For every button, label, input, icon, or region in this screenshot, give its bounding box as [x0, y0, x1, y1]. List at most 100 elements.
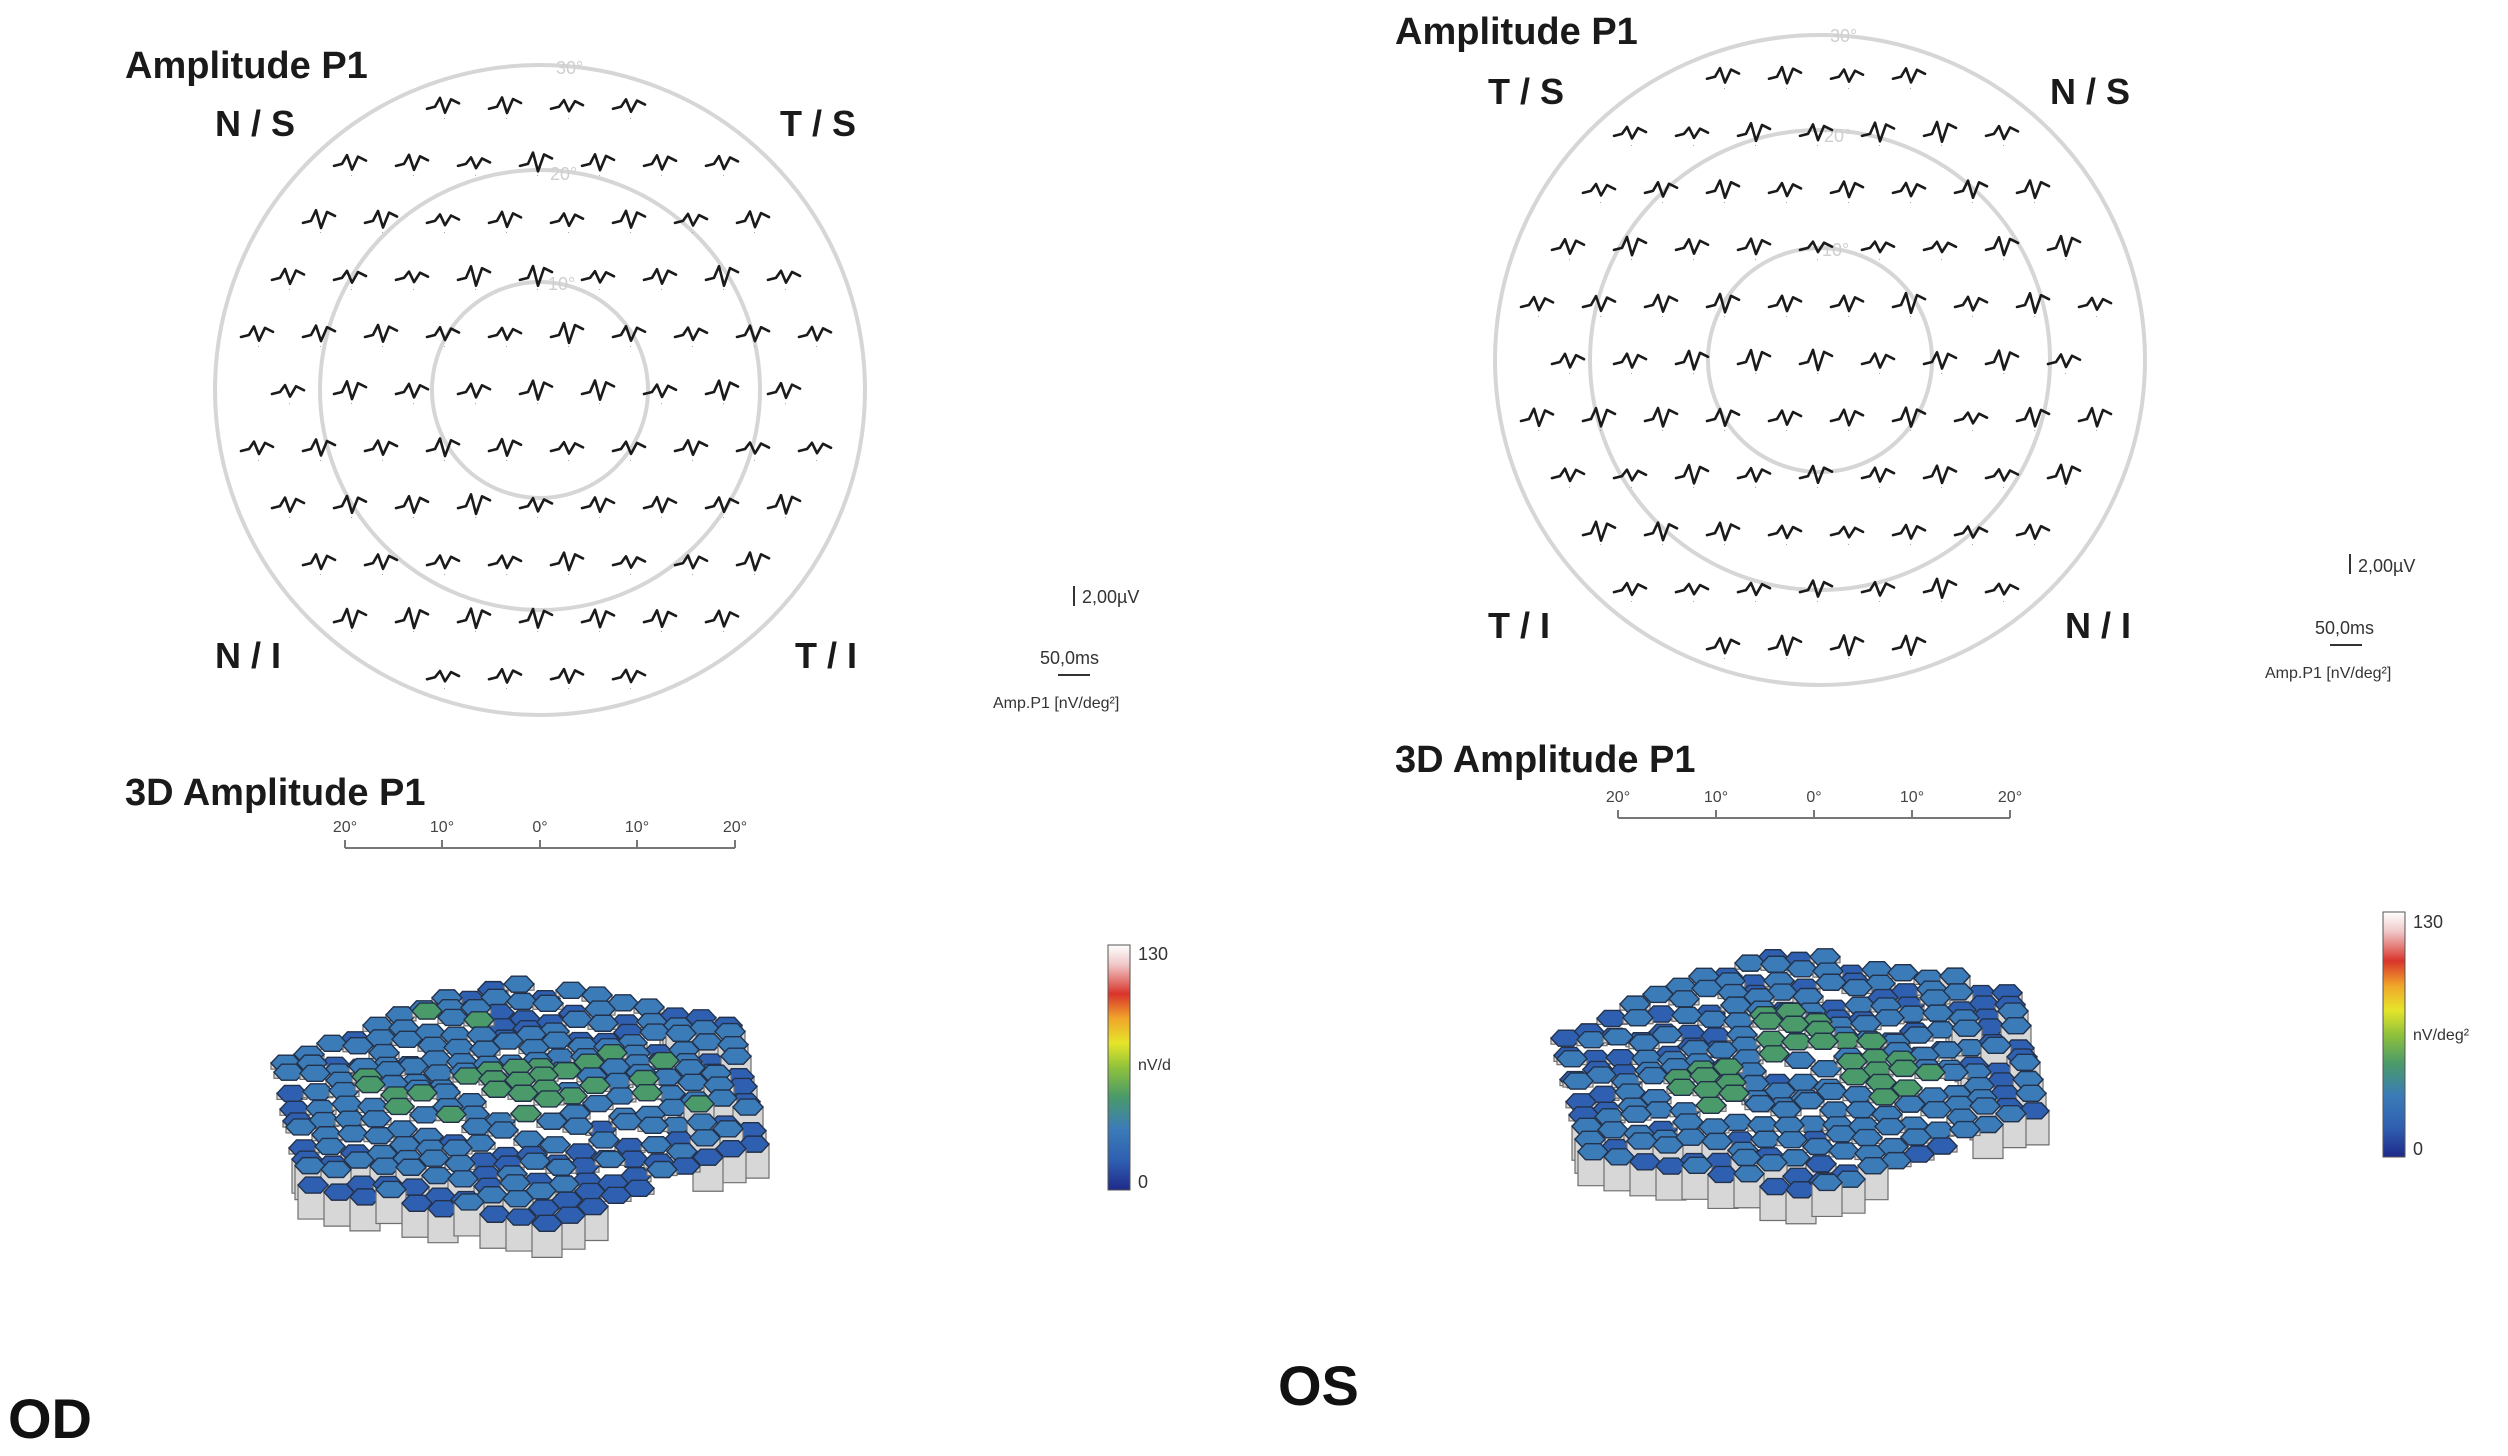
od-voltage-scale: 2,00µV	[1082, 587, 1139, 607]
trace-label: ·	[350, 170, 353, 180]
surface-cell	[1809, 948, 1841, 966]
waveform-trace	[487, 437, 523, 457]
surface-cell	[391, 1030, 423, 1049]
waveform-trace	[1612, 352, 1648, 369]
os-scale-legend: 2,00µV 50,0ms Amp.P1 [nV/deg²]	[2265, 554, 2415, 682]
waveform-trace	[766, 269, 802, 284]
surface-cell	[1836, 1052, 1868, 1071]
surface-cell	[499, 1174, 531, 1192]
trace-label: ·	[1568, 368, 1571, 378]
waveform-trace	[611, 668, 647, 684]
trace-label: ·	[1940, 140, 1943, 150]
waveform-trace	[1922, 120, 1958, 144]
od-3d-surface	[270, 975, 770, 1258]
waveform-trace	[1705, 292, 1741, 314]
waveform-trace	[1767, 634, 1803, 657]
trace-label: ·	[2095, 425, 2098, 435]
os-colorbar-max: 130	[2413, 912, 2443, 932]
trace-label: ·	[1847, 197, 1850, 207]
surface-cell	[1995, 1104, 2027, 1123]
surface-cell	[579, 1076, 611, 1095]
trace-label: ·	[1723, 539, 1726, 549]
surface-cell	[1850, 1014, 1882, 1033]
waveform-trace	[1922, 464, 1958, 485]
waveform-trace	[518, 151, 554, 173]
trace-label: ·	[1940, 254, 1943, 264]
waveform-trace	[2046, 463, 2082, 485]
od-axis-tick: 20°	[723, 819, 747, 836]
surface-cell	[1851, 1128, 1883, 1147]
surface-cell	[285, 1118, 317, 1136]
trace-label: ·	[1723, 83, 1726, 93]
trace-label: ·	[1692, 140, 1695, 150]
trace-label: ·	[1878, 140, 1881, 150]
od-degree-axis: 20° 10° 0° 10° 20°	[333, 819, 747, 849]
od-3d-title: 3D Amplitude P1	[125, 772, 426, 814]
waveform-trace	[611, 324, 647, 343]
waveform-trace	[363, 553, 399, 571]
trace-label: ·	[2095, 311, 2098, 321]
trace-label: ·	[567, 113, 570, 123]
surface-cell	[581, 986, 613, 1004]
surface-cell	[674, 1058, 706, 1077]
trace-label: ·	[536, 284, 539, 294]
trace-label: ·	[567, 341, 570, 351]
waveform-trace	[487, 326, 523, 341]
waveform-trace	[301, 208, 337, 230]
trace-label: ·	[1537, 425, 1540, 435]
waveform-trace	[456, 264, 492, 287]
trace-label: ·	[629, 569, 632, 579]
waveform-trace	[642, 267, 678, 285]
waveform-trace	[580, 379, 616, 402]
waveform-trace	[2046, 353, 2082, 369]
surface-cell	[1914, 1063, 1946, 1082]
waveform-trace	[2015, 406, 2051, 428]
trace-label: ·	[350, 626, 353, 636]
trace-label: ·	[1754, 254, 1757, 264]
trace-label: ·	[319, 227, 322, 237]
trace-label: ·	[1816, 482, 1819, 492]
surface-cell	[1562, 1072, 1594, 1090]
trace-label: ·	[1971, 539, 1974, 549]
waveform-trace	[239, 440, 275, 456]
trace-label: ·	[1847, 539, 1850, 549]
trace-label: ·	[474, 284, 477, 294]
trace-label: ·	[691, 569, 694, 579]
trace-label: ·	[1847, 653, 1850, 663]
trace-label: ·	[381, 569, 384, 579]
surface-cell	[565, 1143, 597, 1161]
waveform-trace	[766, 493, 802, 515]
surface-cell	[646, 1160, 678, 1179]
waveform-trace	[673, 439, 709, 457]
waveform-trace	[363, 209, 399, 229]
surface-cell	[1920, 1100, 1952, 1119]
trace-label: ·	[1723, 425, 1726, 435]
waveform-trace	[425, 437, 461, 458]
waveform-trace	[1767, 409, 1803, 426]
os-axis-tick: 20°	[1606, 789, 1630, 806]
trace-label: ·	[288, 512, 291, 522]
waveform-trace	[1829, 408, 1865, 427]
surface-cell	[406, 1084, 438, 1102]
waveform-trace	[487, 554, 523, 570]
surface-cell	[469, 1040, 501, 1058]
surface-cell	[531, 1214, 563, 1233]
trace-label: ·	[1816, 368, 1819, 378]
surface-cell	[1919, 989, 1951, 1007]
surface-cell	[1706, 1041, 1738, 1059]
os-colorbar: 130 nV/deg² 0	[2382, 911, 2470, 1159]
waveform-trace	[2015, 523, 2051, 540]
waveform-trace	[1860, 121, 1896, 143]
waveform-trace	[642, 383, 678, 399]
trace-label: ·	[474, 170, 477, 180]
trace-label: ·	[443, 341, 446, 351]
surface-cell	[1980, 1036, 2012, 1054]
waveform-trace	[549, 667, 585, 684]
trace-label: ·	[1971, 425, 1974, 435]
os-time-scale: 50,0ms	[2315, 618, 2374, 638]
waveform-trace	[332, 153, 368, 171]
os-3d-title: 3D Amplitude P1	[1395, 739, 1696, 781]
surface-cell	[1622, 1009, 1654, 1027]
os-ring-30	[1493, 33, 2147, 687]
